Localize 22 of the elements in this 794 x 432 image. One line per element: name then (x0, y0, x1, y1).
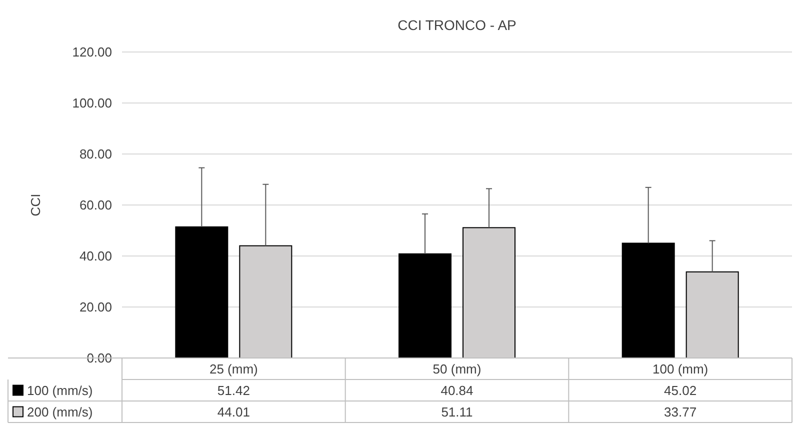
data-label: 33.77 (664, 404, 697, 420)
data-label: 44.01 (217, 404, 250, 420)
bar (622, 242, 675, 358)
data-label: 45.02 (664, 382, 697, 398)
y-tick-label: 20.00 (79, 300, 112, 315)
legend-label: 200 (mm/s) (27, 404, 93, 420)
data-label: 40.84 (440, 382, 474, 398)
chart-title: CCI TRONCO - AP (398, 17, 516, 33)
y-tick-label: 100.00 (72, 96, 112, 111)
x-tick-label: 25 (mm) (209, 361, 258, 376)
y-tick-label: 120.00 (72, 44, 112, 60)
x-tick-label: 50 (mm) (432, 361, 482, 376)
bar (398, 253, 452, 358)
y-axis-title: CCI (28, 194, 43, 216)
legend-label: 100 (mm/s) (27, 382, 93, 398)
bar (175, 226, 228, 358)
y-tick-label: 40.00 (79, 248, 112, 264)
x-tick-label: 100 (mm) (652, 361, 708, 376)
y-tick-label: 60.00 (79, 198, 112, 213)
data-label: 51.42 (217, 382, 250, 398)
y-tick-label: 80.00 (79, 146, 112, 162)
data-label: 51.11 (441, 404, 473, 420)
